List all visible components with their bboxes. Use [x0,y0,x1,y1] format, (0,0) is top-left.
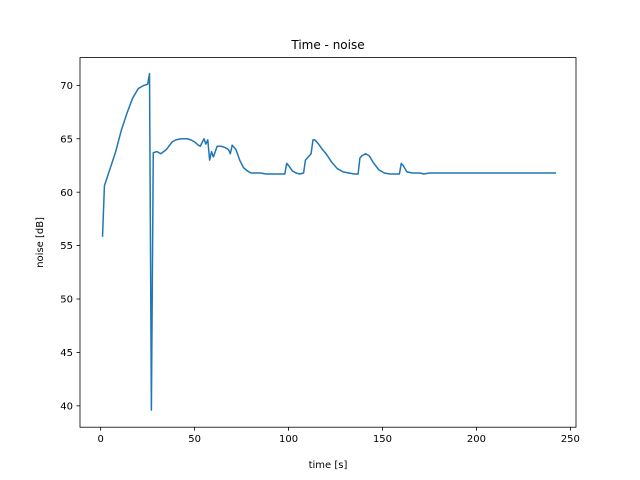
y-axis-label: noise [dB] [35,217,46,268]
ticks-layer: 0 50 100 150 200 250 40 45 50 55 60 65 70 [60,81,580,445]
x-tick-label: 0 [97,434,103,445]
x-axis-label: time [s] [309,460,348,471]
x-tick-label: 100 [279,434,298,445]
y-tick-label: 55 [60,241,73,252]
y-tick-label: 45 [60,348,73,359]
series-layer [101,72,557,411]
x-tick-label: 150 [373,434,392,445]
y-tick-label: 50 [60,295,73,306]
y-tick-label: 40 [60,401,73,412]
y-tick-label: 65 [60,134,73,145]
plot-area-frame [79,57,577,428]
x-tick-label: 250 [561,434,580,445]
chart-title: Time - noise [290,38,364,52]
series-line [101,72,557,411]
y-tick-label: 70 [60,81,73,92]
y-tick-label: 60 [60,188,73,199]
x-tick-label: 200 [467,434,486,445]
x-tick-label: 50 [188,434,201,445]
